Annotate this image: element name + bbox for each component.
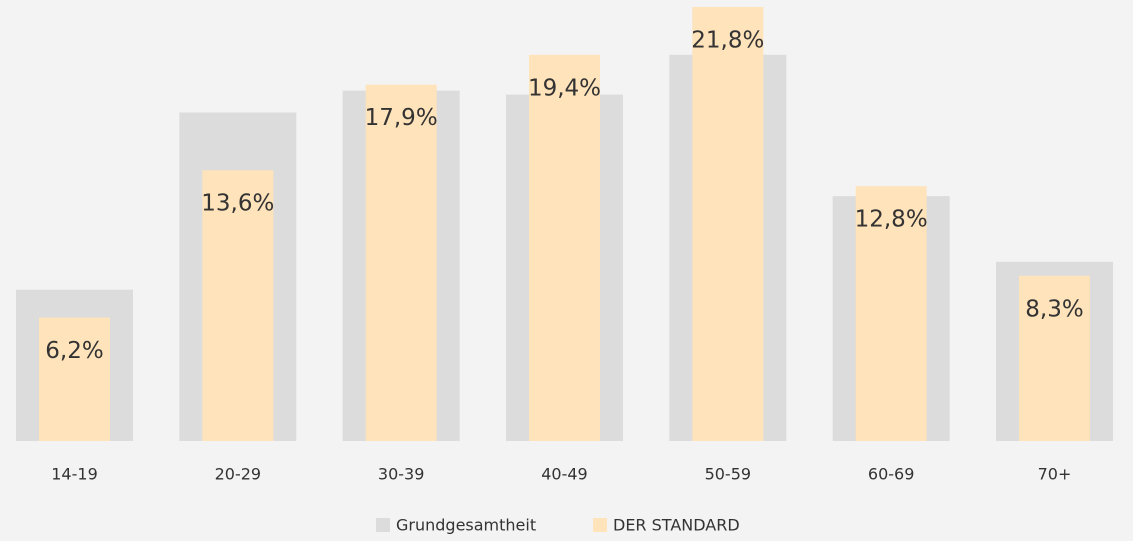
x-tick-label: 40-49 bbox=[541, 465, 588, 484]
legend-swatch bbox=[593, 518, 607, 532]
value-label: 21,8% bbox=[691, 28, 764, 54]
bar bbox=[202, 170, 274, 441]
legend-label: DER STANDARD bbox=[613, 516, 740, 535]
bar bbox=[1018, 275, 1090, 441]
x-tick-label: 30-39 bbox=[378, 465, 425, 484]
bar bbox=[528, 54, 600, 441]
value-label: 17,9% bbox=[365, 105, 438, 131]
bar bbox=[855, 186, 927, 441]
value-label: 12,8% bbox=[855, 207, 928, 233]
x-tick-label: 20-29 bbox=[215, 465, 262, 484]
bar bbox=[39, 317, 110, 441]
bar bbox=[692, 7, 764, 441]
x-tick-label: 60-69 bbox=[868, 465, 915, 484]
value-label: 19,4% bbox=[528, 75, 601, 101]
legend-label: Grundgesamtheit bbox=[396, 516, 536, 535]
bar bbox=[365, 84, 437, 441]
x-tick-label: 14-19 bbox=[51, 465, 98, 484]
x-tick-label: 50-59 bbox=[705, 465, 752, 484]
value-label: 6,2% bbox=[45, 338, 103, 364]
value-label: 13,6% bbox=[201, 191, 274, 217]
x-tick-label: 70+ bbox=[1038, 465, 1072, 484]
value-label: 8,3% bbox=[1025, 296, 1083, 322]
legend-swatch bbox=[376, 518, 390, 532]
